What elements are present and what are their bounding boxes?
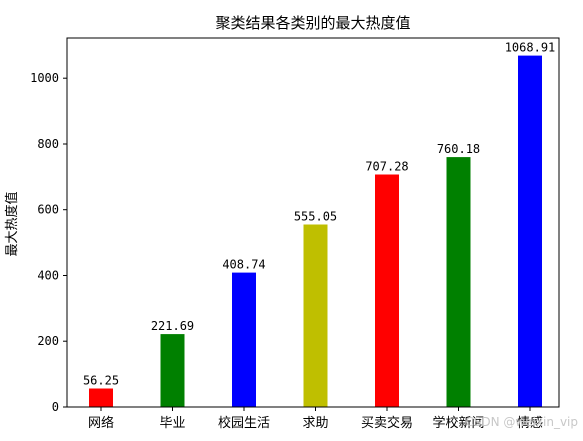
bar-4 [303, 224, 328, 407]
y-tick-label-2: 200 [37, 334, 59, 348]
data-label-6: 760.18 [437, 142, 480, 156]
bars-layer: 56.25 221.69 408.74 555.05 707.28 760.18 1068.… [83, 41, 555, 407]
x-tick-label-1: 网络 [88, 415, 114, 431]
x-tick-label-2: 毕业 [159, 416, 185, 431]
bar-6 [446, 157, 471, 407]
y-tick-label-3: 400 [37, 269, 59, 283]
chart-title: 聚类结果各类别的最大热度值 [215, 14, 410, 32]
y-tick-label-6: 1000 [30, 71, 59, 85]
x-tick-label-3: 校园生活 [218, 415, 270, 431]
data-label-5: 707.28 [365, 160, 408, 174]
x-tick-label-6: 学校新闻 [432, 415, 484, 431]
y-tick-label-5: 800 [37, 137, 59, 151]
y-tick-label-1: 0 [52, 400, 59, 414]
x-tick-label-5: 买卖交易 [361, 415, 413, 431]
x-axis: 网络 毕业 校园生活 求助 买卖交易 学校新闻 情感 [88, 407, 543, 431]
watermark: CSDN @weixin_vip [465, 415, 578, 429]
data-label-1: 56.25 [83, 374, 119, 388]
y-axis: 0 200 400 600 800 1000 [30, 71, 67, 414]
plot-frame [66, 37, 560, 408]
bar-3 [232, 272, 256, 407]
data-label-7: 1068.91 [505, 41, 556, 55]
bar-7 [518, 55, 542, 407]
bar-5 [375, 174, 399, 407]
data-label-3: 408.74 [222, 258, 265, 272]
y-tick-label-4: 600 [37, 203, 59, 217]
x-tick-label-4: 求助 [302, 416, 328, 431]
y-axis-label: 最大热度值 [4, 191, 20, 256]
data-label-2: 221.69 [151, 319, 194, 333]
bar-2 [160, 334, 185, 407]
bar-1 [89, 388, 113, 407]
x-tick-label-7: 情感 [517, 415, 543, 431]
data-label-4: 555.05 [294, 210, 337, 224]
